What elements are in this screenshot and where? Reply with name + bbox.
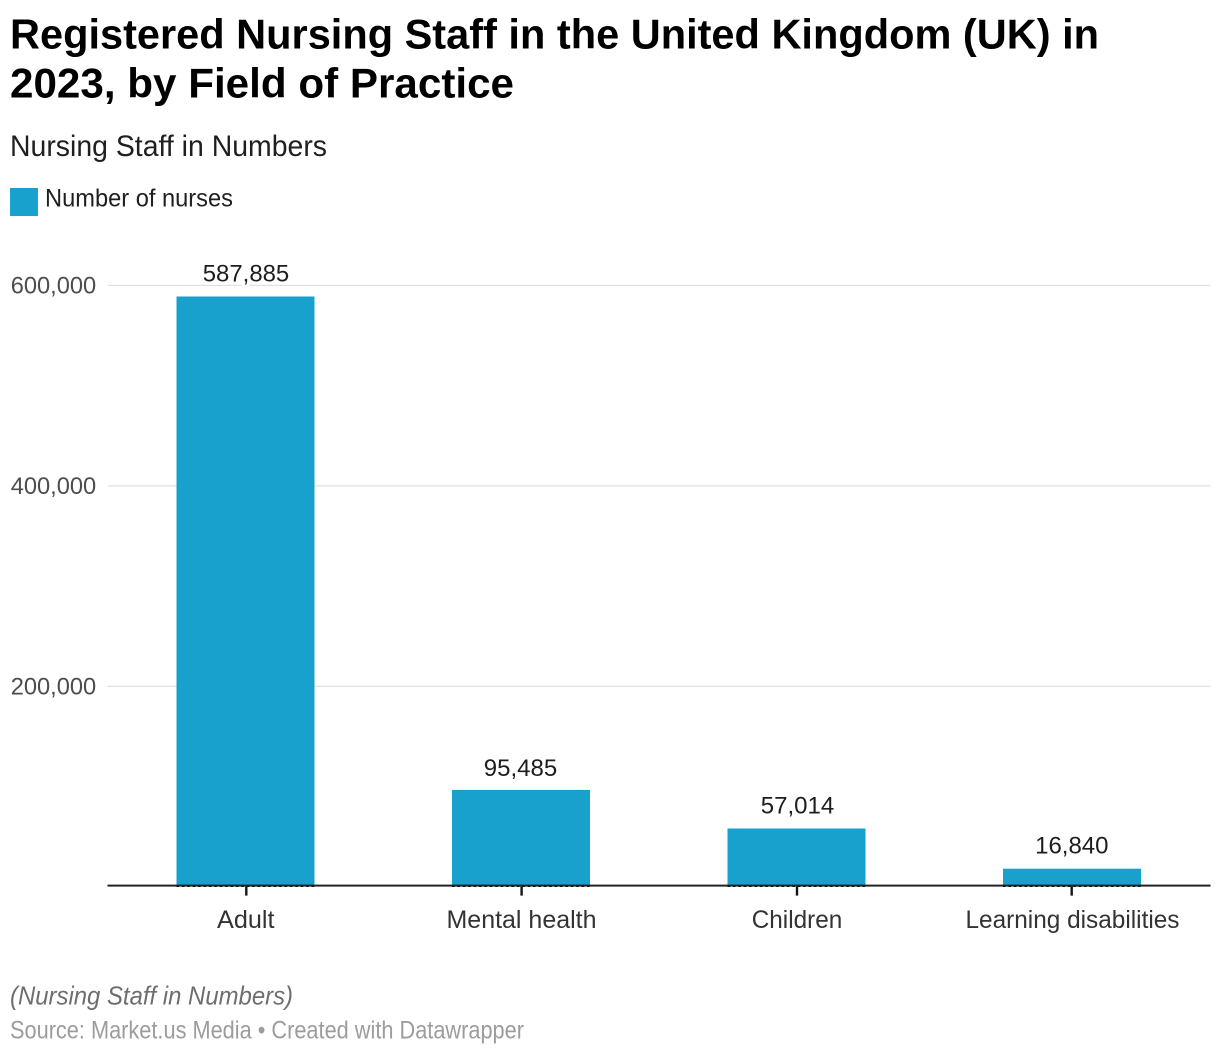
svg-text:600,000: 600,000	[11, 273, 97, 300]
svg-text:Registered Nursing Staff in th: Registered Nursing Staff in the United K…	[10, 11, 1099, 58]
svg-text:200,000: 200,000	[11, 674, 97, 701]
svg-text:2023, by Field of Practice: 2023, by Field of Practice	[10, 60, 514, 107]
svg-text:Mental health: Mental health	[447, 906, 597, 934]
svg-text:400,000: 400,000	[11, 473, 97, 500]
svg-text:Learning disabilities: Learning disabilities	[966, 906, 1180, 934]
svg-text:Adult: Adult	[217, 906, 275, 934]
svg-text:16,840: 16,840	[1035, 832, 1108, 859]
svg-text:95,485: 95,485	[484, 755, 557, 782]
svg-text:Number of nurses: Number of nurses	[45, 185, 233, 213]
svg-text:57,014: 57,014	[761, 792, 834, 819]
svg-text:Source: Market.us Media • Crea: Source: Market.us Media • Created with D…	[10, 1016, 524, 1044]
svg-text:(Nursing Staff in Numbers): (Nursing Staff in Numbers)	[10, 981, 293, 1011]
svg-text:587,885: 587,885	[203, 261, 290, 288]
svg-text:Nursing Staff in Numbers: Nursing Staff in Numbers	[10, 130, 327, 163]
svg-text:Children: Children	[752, 906, 843, 934]
